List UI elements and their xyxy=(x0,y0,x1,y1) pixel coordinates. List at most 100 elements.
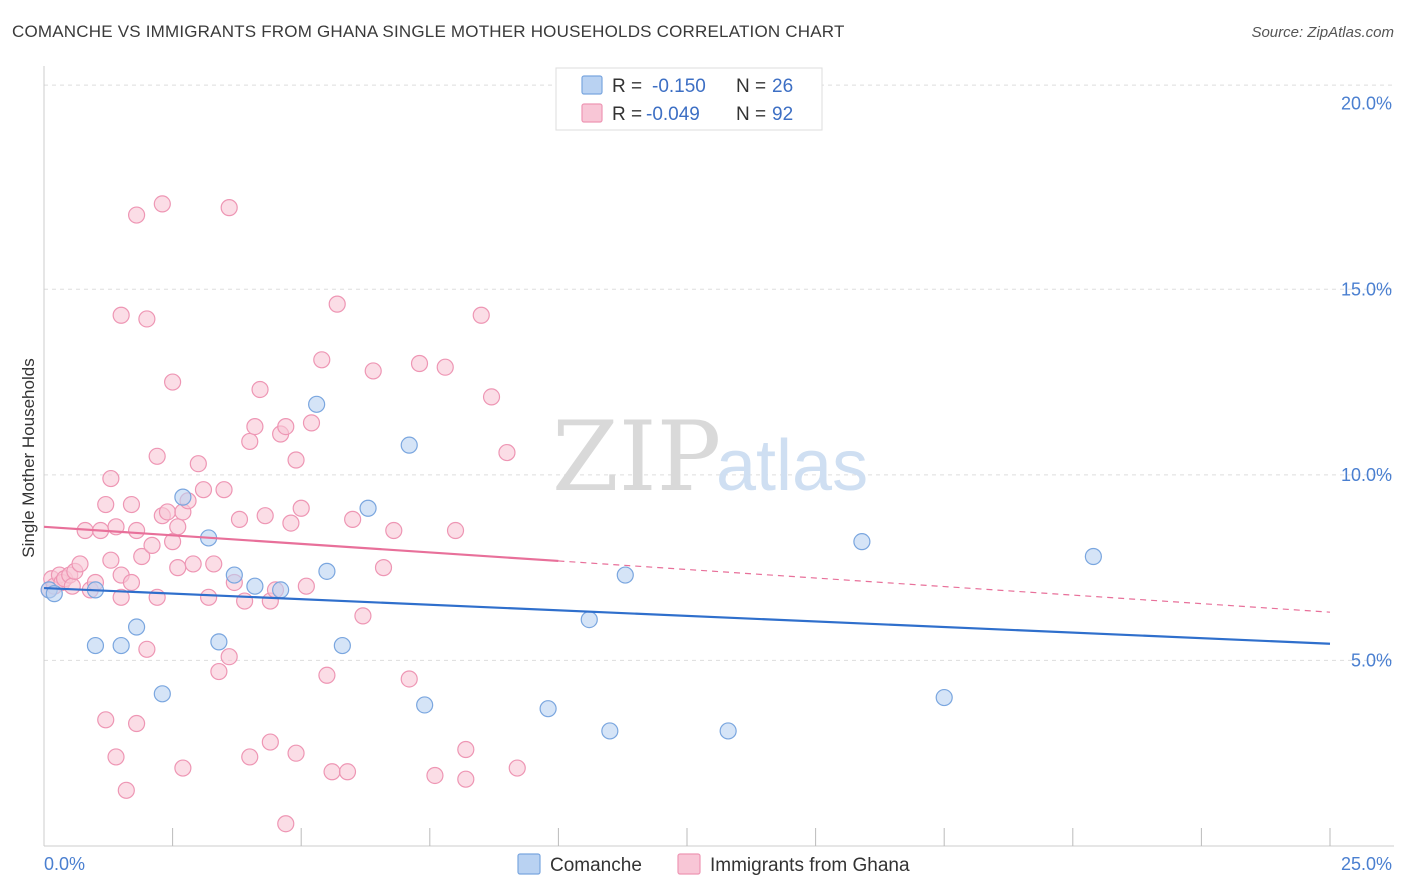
point-ghana xyxy=(169,559,187,577)
point-comanche xyxy=(174,488,192,506)
points-layer xyxy=(40,195,1102,833)
x-tick-label: 0.0% xyxy=(44,854,85,874)
point-ghana xyxy=(313,351,331,369)
chart-title: COMANCHE VS IMMIGRANTS FROM GHANA SINGLE… xyxy=(12,22,845,41)
point-ghana xyxy=(112,306,130,324)
point-ghana xyxy=(287,451,305,469)
point-ghana xyxy=(112,588,130,606)
point-comanche xyxy=(1084,547,1102,566)
point-comanche xyxy=(333,636,351,655)
point-comanche xyxy=(153,685,171,703)
point-ghana xyxy=(374,559,393,577)
grid-layer xyxy=(44,84,1394,661)
point-ghana xyxy=(256,507,274,525)
point-ghana xyxy=(71,555,89,573)
y-axis-title: Single Mother Households xyxy=(19,358,38,557)
point-ghana xyxy=(102,551,120,569)
point-ghana xyxy=(508,759,526,777)
point-ghana xyxy=(164,373,182,391)
point-comanche xyxy=(416,696,434,714)
point-ghana xyxy=(184,555,202,573)
legend-r-value-2: -0.049 xyxy=(646,104,700,125)
point-comanche xyxy=(601,722,619,740)
point-ghana xyxy=(215,481,233,499)
point-ghana xyxy=(472,306,490,324)
series-legend-swatch-ghana xyxy=(677,853,701,875)
point-ghana xyxy=(457,770,475,788)
point-ghana xyxy=(169,518,187,536)
point-ghana xyxy=(122,495,141,514)
point-ghana xyxy=(158,503,177,521)
point-comanche xyxy=(580,610,598,629)
x-tick-label: 25.0% xyxy=(1341,854,1392,874)
point-comanche xyxy=(112,636,130,655)
point-ghana xyxy=(400,670,418,688)
legend-r-label-2: R = xyxy=(612,104,642,125)
point-ghana xyxy=(318,666,336,684)
y-tick-label: 20.0% xyxy=(1341,94,1392,114)
legend-swatch-ghana xyxy=(581,103,603,123)
legend-n-label-2: N = xyxy=(736,104,766,125)
point-ghana xyxy=(482,388,501,406)
point-ghana xyxy=(426,766,444,785)
trendline-ghana-dashed xyxy=(558,560,1331,613)
legend-n-label-1: N = xyxy=(736,76,766,97)
point-comanche xyxy=(400,436,418,454)
point-ghana xyxy=(102,469,120,488)
point-comanche xyxy=(539,700,557,718)
point-comanche xyxy=(210,633,228,651)
watermark-zip: ZIP xyxy=(552,401,721,513)
point-ghana xyxy=(385,521,403,540)
point-ghana xyxy=(97,711,115,729)
point-ghana xyxy=(194,481,213,499)
point-comanche xyxy=(318,562,336,580)
legend-r-value-1: -0.150 xyxy=(652,76,706,97)
point-ghana xyxy=(292,499,310,517)
point-ghana xyxy=(328,295,346,313)
point-ghana xyxy=(344,510,362,528)
stats-legend: R = -0.150 N = 26 R = -0.049 N = 92 xyxy=(555,67,823,131)
trend-layer xyxy=(43,525,1331,645)
point-ghana xyxy=(205,555,223,573)
point-comanche xyxy=(719,722,737,740)
point-ghana xyxy=(127,714,146,733)
legend-swatch-comanche xyxy=(581,75,603,95)
point-comanche xyxy=(225,566,243,584)
point-ghana xyxy=(148,447,166,465)
point-ghana xyxy=(287,744,305,762)
series-legend-label-comanche: Comanche xyxy=(550,855,642,876)
point-comanche xyxy=(86,636,105,655)
point-comanche xyxy=(308,395,326,413)
point-comanche xyxy=(127,618,146,636)
legend-n-value-2: 92 xyxy=(772,104,793,125)
point-ghana xyxy=(230,510,249,528)
point-ghana xyxy=(241,432,259,451)
point-ghana xyxy=(302,414,321,432)
point-comanche xyxy=(246,577,264,595)
point-ghana xyxy=(220,199,238,217)
point-ghana xyxy=(261,733,279,751)
legend-r-label-1: R = xyxy=(612,76,642,97)
point-comanche xyxy=(272,581,290,599)
y-tick-label: 5.0% xyxy=(1351,650,1392,670)
point-ghana xyxy=(436,358,454,376)
source-label: Source: ZipAtlas.com xyxy=(1251,24,1394,41)
point-ghana xyxy=(63,577,81,595)
series-legend-swatch-comanche xyxy=(517,853,541,875)
point-ghana xyxy=(138,310,156,328)
y-tick-label: 10.0% xyxy=(1341,465,1392,485)
point-ghana xyxy=(282,514,300,532)
point-ghana xyxy=(174,759,192,777)
point-ghana xyxy=(127,206,146,224)
point-ghana xyxy=(241,748,259,766)
point-ghana xyxy=(210,662,228,681)
point-ghana xyxy=(200,588,218,606)
trendline-comanche xyxy=(43,586,1331,645)
point-ghana xyxy=(364,362,382,380)
point-ghana xyxy=(133,547,151,566)
point-ghana xyxy=(122,573,141,592)
point-ghana xyxy=(354,607,372,625)
point-ghana xyxy=(153,195,171,213)
point-ghana xyxy=(246,417,264,436)
